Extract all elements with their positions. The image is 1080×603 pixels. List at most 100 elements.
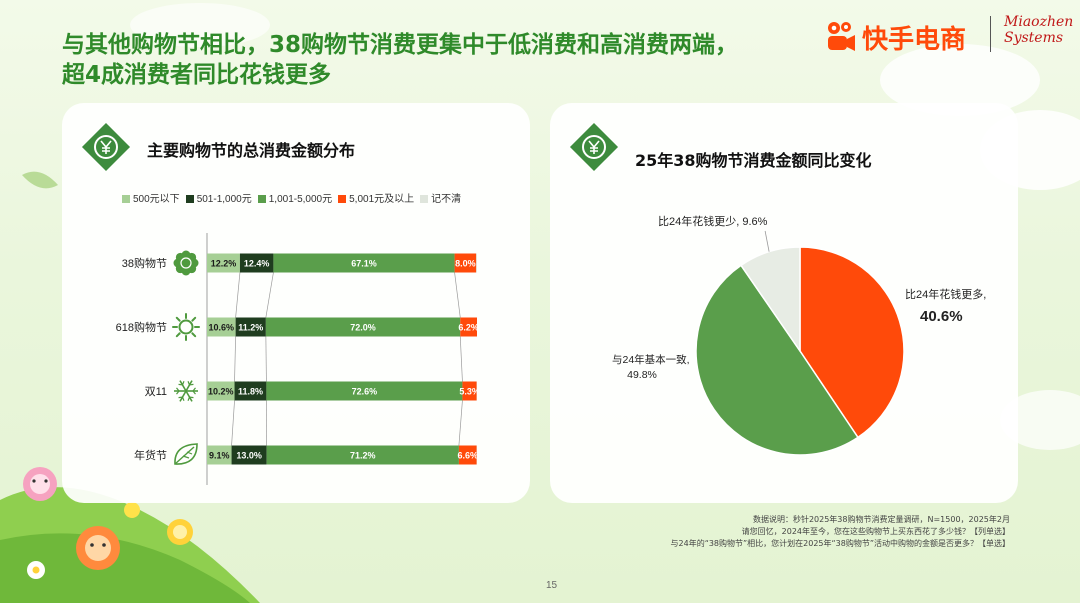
page-title-line: 与其他购物节相比，38购物节消费更集中于低消费和高消费两端， bbox=[62, 32, 739, 58]
connector-line bbox=[265, 336, 267, 382]
leaf-icon bbox=[174, 443, 198, 465]
stacked-bar-chart: 38购物节 12.2% 12.4% 67.1% 8.0% 618购物节 10.6% 11.2%… bbox=[116, 233, 480, 485]
bar-segment bbox=[231, 445, 267, 465]
bar-segment bbox=[234, 381, 267, 401]
brand-logos: 快手电商 Miaozhen Systems bbox=[822, 14, 1073, 56]
yuan-badge-icon bbox=[81, 122, 131, 172]
category-label: 年货节 bbox=[134, 448, 167, 462]
pie-value-label: 40.6% bbox=[920, 308, 963, 325]
partner-logo-line: Miaozhen bbox=[1004, 14, 1074, 30]
cloud bbox=[880, 44, 1040, 116]
bar-segment bbox=[207, 381, 235, 401]
category-label: 618购物节 bbox=[116, 320, 167, 334]
bar-segment bbox=[273, 253, 455, 273]
legend-swatch bbox=[185, 195, 194, 203]
bar-segment bbox=[458, 445, 477, 465]
legend-swatch bbox=[338, 195, 347, 203]
flower-decoration bbox=[23, 467, 57, 501]
pie-chart: 比24年花钱更多, 40.6% 与24年基本一致, 49.8% 比24年花钱更少, 9.… bbox=[612, 214, 986, 456]
flower-icon bbox=[173, 250, 199, 276]
pie-label: 与24年基本一致, bbox=[612, 353, 690, 366]
data-label: 8.0% bbox=[455, 259, 476, 269]
data-label: 6.2% bbox=[458, 323, 479, 333]
page-title: 与其他购物节相比，38购物节消费更集中于低消费和高消费两端， 超4成消费者同比花… bbox=[62, 30, 738, 90]
leaf-decoration bbox=[22, 171, 58, 189]
snowflake-icon bbox=[174, 380, 198, 402]
legend-swatch bbox=[122, 195, 130, 203]
connector-line bbox=[235, 272, 241, 318]
partner-logo-line: Systems bbox=[1004, 30, 1064, 46]
connector-line bbox=[265, 272, 274, 318]
page-title-line: 超4成消费者同比花钱更多 bbox=[62, 62, 332, 88]
bar-segment bbox=[266, 445, 459, 465]
flower-decoration bbox=[76, 526, 120, 570]
legend-label: 记不清 bbox=[431, 194, 462, 205]
cloud bbox=[130, 3, 270, 47]
data-label: 12.2% bbox=[211, 259, 237, 269]
bar-segment bbox=[266, 381, 463, 401]
brand-name: 快手电商 bbox=[862, 25, 967, 55]
legend-label: 501-1,000元 bbox=[196, 194, 252, 205]
bar-segment bbox=[207, 317, 236, 337]
chart-legend: 500元以下 501-1,000元 1,001-5,000元 5,001元及以上 记不清 bbox=[122, 190, 467, 205]
data-label: 72.6% bbox=[352, 387, 378, 397]
right-panel-title: 25年38购物节消费金额同比变化 bbox=[635, 151, 872, 170]
data-label: 11.8% bbox=[238, 387, 263, 397]
data-label: 10.2% bbox=[208, 387, 234, 397]
yuan-badge-icon bbox=[569, 122, 619, 172]
legend-swatch bbox=[257, 195, 266, 203]
bar-segment bbox=[207, 253, 240, 273]
bar-segment bbox=[476, 253, 477, 273]
category-label: 38购物节 bbox=[122, 256, 167, 270]
pie-label: 比24年花钱更多, bbox=[905, 287, 986, 301]
flower-decoration bbox=[167, 519, 193, 545]
category-label: 双11 bbox=[145, 385, 167, 398]
connector-line bbox=[454, 272, 461, 318]
bar-segment bbox=[235, 317, 266, 337]
footnote-line: 数据说明：秒针2025年38购物节消费定量调研，N=1500，2025年2月 bbox=[752, 515, 1010, 524]
bar-segment bbox=[265, 317, 461, 337]
partner-logo: Miaozhen Systems bbox=[1004, 14, 1073, 46]
connector-line bbox=[231, 400, 235, 446]
data-label: 72.0% bbox=[350, 323, 376, 333]
legend-label: 1,001-5,000元 bbox=[268, 194, 333, 205]
data-label: 10.6% bbox=[209, 323, 235, 333]
legend-label: 5,001元及以上 bbox=[349, 194, 415, 205]
data-label: 9.1% bbox=[209, 451, 230, 461]
connector-line bbox=[234, 336, 236, 382]
legend-item: 501-1,000元 bbox=[185, 190, 252, 205]
grass-hill bbox=[0, 533, 250, 603]
kuaishou-logo-icon bbox=[828, 22, 855, 51]
cloud bbox=[1000, 390, 1080, 450]
brand-divider bbox=[990, 16, 991, 52]
legend-swatch bbox=[420, 195, 429, 203]
sun-icon bbox=[172, 313, 200, 341]
bar-segment bbox=[460, 317, 477, 337]
pie-slice bbox=[695, 264, 859, 456]
data-source-note: 数据说明：秒针2025年38购物节消费定量调研，N=1500，2025年2月 请… bbox=[671, 514, 1010, 550]
bar-segment bbox=[239, 253, 274, 273]
leader-line bbox=[764, 230, 770, 252]
pie-value-label: 49.8% bbox=[627, 369, 657, 381]
footnote-line: 请您回忆，2024年至今，您在这些购物节上买东西花了多少钱？【列单选】 bbox=[741, 527, 1010, 536]
legend-item: 500元以下 bbox=[122, 190, 180, 205]
flower-decoration bbox=[32, 566, 40, 574]
legend-label: 500元以下 bbox=[133, 194, 180, 205]
legend-item: 5,001元及以上 bbox=[338, 190, 414, 205]
connector-line bbox=[459, 336, 463, 382]
bar-segment bbox=[207, 445, 232, 465]
pie-chart-panel: 25年38购物节消费金额同比变化 比24年花钱更多, 40.6% 与24年基本一致,… bbox=[550, 103, 1018, 503]
data-label: 12.4% bbox=[244, 259, 270, 269]
data-label: 71.2% bbox=[350, 451, 376, 461]
page-number: 15 bbox=[546, 580, 558, 591]
data-label: 11.2% bbox=[238, 323, 263, 333]
bar-segment bbox=[454, 253, 477, 273]
legend-item: 1,001-5,000元 bbox=[257, 190, 333, 205]
data-label: 6.6% bbox=[458, 451, 479, 461]
pie-slice bbox=[799, 246, 905, 439]
bar-segment bbox=[462, 381, 477, 401]
data-label: 5.3% bbox=[459, 387, 480, 397]
footnote-line: 与24年的“38购物节”相比，您计划在2025年“38购物节”活动中购物的金额是… bbox=[670, 539, 1010, 548]
legend-item: 记不清 bbox=[420, 190, 461, 205]
